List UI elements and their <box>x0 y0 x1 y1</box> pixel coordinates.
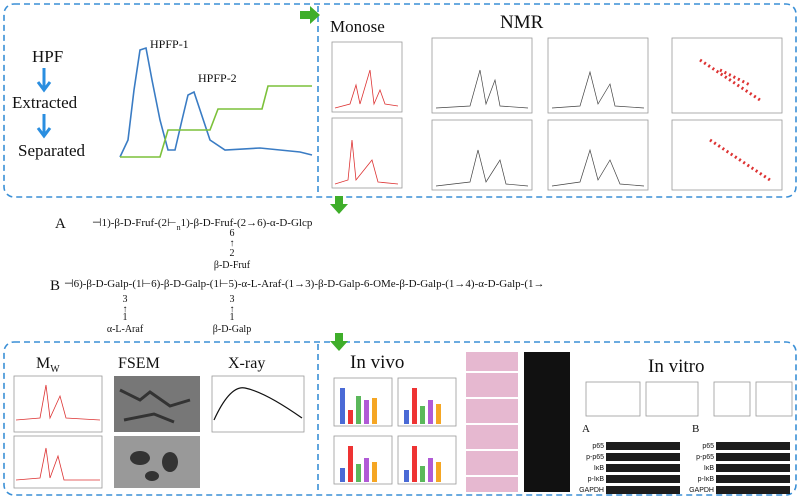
arrow <box>330 333 348 351</box>
blot-row-label: p65 <box>592 443 604 450</box>
svg-text:2: 2 <box>230 248 235 259</box>
blot-row-label: p-IκB <box>588 476 605 483</box>
blot-band <box>716 453 790 461</box>
svg-text:α-L-Araf: α-L-Araf <box>107 324 144 335</box>
arrow <box>300 6 320 24</box>
blot-row-label: GAPDH <box>579 487 604 494</box>
svg-text:1: 1 <box>230 312 235 323</box>
blot-row-label: p-p65 <box>696 454 714 461</box>
panel-title: In vitro <box>648 356 704 377</box>
blot-band <box>606 453 680 461</box>
blot-band <box>716 464 790 472</box>
step-label: Separated <box>18 141 86 160</box>
svg-text:β-D-Fruf: β-D-Fruf <box>214 260 251 271</box>
blot-row-label: p65 <box>702 443 714 450</box>
blot-band <box>606 464 680 472</box>
blot-row-label: p-IκB <box>698 476 715 483</box>
blot-row-label: IκB <box>594 465 604 472</box>
arrow <box>330 196 348 214</box>
svg-text:↑: ↑ <box>230 238 235 249</box>
panel-title: NMR <box>500 12 544 33</box>
structure-label: A <box>55 216 66 232</box>
panel-title: MW <box>36 355 60 375</box>
structure: ⊣1)-β-D-Fruf-(2⊢n1)-β-D-Fruf-(2→6)-α-D-G… <box>92 217 313 232</box>
blot-band <box>606 486 680 494</box>
blot-band <box>716 486 790 494</box>
bottom-frame <box>3 341 797 496</box>
blot-row-label: p-p65 <box>586 454 604 461</box>
svg-text:3: 3 <box>123 294 128 305</box>
activity-plots <box>333 352 793 492</box>
step-arrow <box>36 68 52 139</box>
panel-title: In vivo <box>350 352 404 373</box>
blot-row-label: GAPDH <box>689 487 714 494</box>
blot-panel-label: B <box>692 423 699 435</box>
blot-row-label: IκB <box>704 465 714 472</box>
panel-title: X-ray <box>228 355 265 372</box>
peak-label: HPFP-1 <box>150 37 189 51</box>
svg-text:6: 6 <box>230 228 235 239</box>
blot-band <box>606 475 680 483</box>
physical-plots <box>13 375 305 489</box>
top-frame <box>3 3 797 198</box>
structure-label: B <box>50 278 60 294</box>
step-label: Extracted <box>12 93 78 112</box>
chromatogram <box>119 46 313 158</box>
blot-band <box>606 442 680 450</box>
svg-text:β-D-Galp: β-D-Galp <box>213 324 251 335</box>
svg-text:1: 1 <box>123 312 128 323</box>
branch: 3 ↑ 1 α-L-Araf 3 ↑ 1 β-D-Galp <box>107 294 251 335</box>
gradient <box>120 85 312 158</box>
svg-text:↑: ↑ <box>230 304 235 315</box>
svg-text:↑: ↑ <box>123 304 128 315</box>
blot-band <box>716 475 790 483</box>
step-label: HPF <box>32 47 63 66</box>
svg-text:3: 3 <box>230 294 235 305</box>
panel-title: Monose <box>330 17 385 36</box>
blot-band <box>716 442 790 450</box>
peak-label: HPFP-2 <box>198 71 237 85</box>
spectra <box>331 37 783 191</box>
structure: ⊣6)-β-D-Galp-(1⊢6)-β-D-Galp-(1⊢5)-α-L-Ar… <box>64 278 544 290</box>
blot-panel-label: A <box>582 423 590 435</box>
panel-title: FSEM <box>118 355 160 372</box>
branch: 6 ↑ 2 β-D-Fruf <box>214 228 251 271</box>
